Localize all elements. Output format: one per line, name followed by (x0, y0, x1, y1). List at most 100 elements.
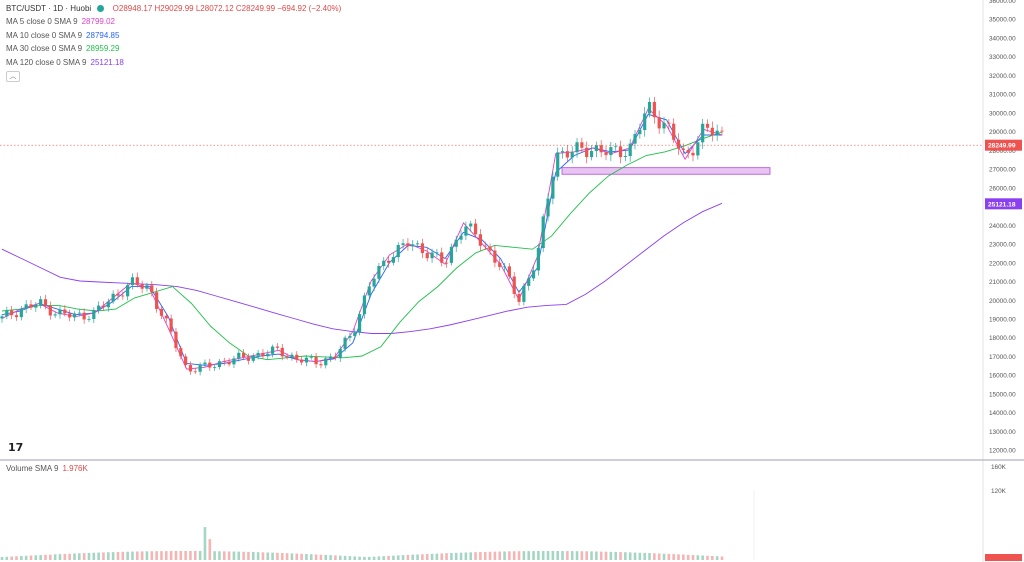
legend-ma120[interactable]: MA 120 close 0 SMA 9 25121.18 (6, 57, 124, 67)
candle-body[interactable] (203, 362, 207, 365)
candle-body[interactable] (556, 152, 560, 177)
candle-body[interactable] (469, 223, 473, 227)
candle-body[interactable] (217, 361, 222, 367)
candle-body[interactable] (169, 318, 173, 332)
candle-body[interactable] (415, 243, 420, 245)
candle-body[interactable] (647, 101, 652, 114)
candle-body[interactable] (246, 357, 251, 361)
candle-body[interactable] (420, 243, 425, 254)
candle-body[interactable] (444, 262, 449, 264)
candle-body[interactable] (686, 150, 690, 153)
candle-body[interactable] (43, 299, 48, 306)
candle-body[interactable] (290, 354, 294, 358)
symbol-title[interactable]: BTC/USDT · 1D · Huobi (6, 4, 92, 13)
candle-body[interactable] (357, 314, 362, 333)
candle-body[interactable] (527, 278, 531, 286)
candle-body[interactable] (222, 361, 226, 363)
series-line-ma120[interactable] (1, 202, 723, 334)
candle-body[interactable] (585, 147, 589, 158)
candle-body[interactable] (48, 305, 52, 316)
candle-body[interactable] (517, 293, 521, 302)
candle-body[interactable] (77, 312, 81, 314)
candle-body[interactable] (662, 122, 666, 129)
candle-body[interactable] (493, 250, 497, 263)
candle-body[interactable] (126, 285, 130, 297)
candle-body[interactable] (58, 309, 62, 315)
candle-body[interactable] (459, 235, 463, 240)
candle-body[interactable] (604, 152, 608, 156)
candle-body[interactable] (319, 364, 323, 366)
candle-body[interactable] (266, 353, 270, 357)
candle-body[interactable] (198, 364, 202, 372)
candle-body[interactable] (449, 246, 453, 263)
legend-ma30[interactable]: MA 30 close 0 SMA 9 28959.29 (6, 44, 120, 54)
candle-body[interactable] (599, 145, 603, 153)
candle-body[interactable] (63, 309, 67, 314)
candle-body[interactable] (111, 293, 115, 302)
candle-body[interactable] (68, 313, 72, 318)
candle-body[interactable] (304, 357, 309, 363)
candle-body[interactable] (174, 331, 178, 349)
candle-body[interactable] (179, 348, 183, 357)
candle-body[interactable] (483, 245, 487, 247)
candle-body[interactable] (14, 315, 19, 318)
candle-body[interactable] (135, 277, 139, 285)
candle-body[interactable] (328, 356, 333, 359)
candle-body[interactable] (159, 308, 164, 316)
candle-body[interactable] (464, 226, 468, 236)
candle-body[interactable] (546, 198, 550, 217)
candle-body[interactable] (5, 310, 9, 317)
candle-body[interactable] (701, 123, 705, 143)
candle-body[interactable] (10, 310, 14, 316)
candle-body[interactable] (353, 332, 357, 336)
candle-body[interactable] (609, 147, 613, 156)
series-line-ma30[interactable] (1, 131, 723, 361)
candle-body[interactable] (435, 252, 439, 254)
candle-body[interactable] (681, 148, 685, 151)
candle-body[interactable] (628, 143, 632, 157)
candle-body[interactable] (87, 319, 91, 320)
candle-body[interactable] (454, 239, 458, 247)
candle-body[interactable] (193, 371, 197, 373)
candle-body[interactable] (367, 286, 371, 296)
candle-body[interactable] (502, 266, 507, 268)
candle-body[interactable] (382, 260, 386, 267)
candle-body[interactable] (72, 313, 77, 318)
candle-body[interactable] (536, 248, 540, 271)
candle-body[interactable] (271, 346, 275, 354)
candle-body[interactable] (237, 352, 241, 359)
candle-body[interactable] (24, 304, 28, 309)
candle-body[interactable] (188, 364, 193, 372)
candle-body[interactable] (19, 308, 23, 318)
candle-body[interactable] (92, 310, 96, 320)
candle-body[interactable] (565, 151, 569, 158)
candle-body[interactable] (498, 262, 502, 267)
candle-body[interactable] (242, 352, 246, 358)
candle-body[interactable] (29, 304, 33, 308)
candle-body[interactable] (696, 142, 700, 156)
candle-body[interactable] (362, 295, 367, 315)
candle-body[interactable] (314, 356, 318, 365)
candle-body[interactable] (652, 101, 656, 118)
candle-body[interactable] (275, 346, 280, 348)
candle-body[interactable] (130, 277, 135, 286)
candle-body[interactable] (295, 354, 299, 360)
candle-body[interactable] (348, 335, 352, 338)
legend-ma5[interactable]: MA 5 close 0 SMA 9 28799.02 (6, 17, 115, 27)
candle-body[interactable] (164, 315, 168, 319)
candle-body[interactable] (430, 252, 434, 259)
candle-body[interactable] (391, 257, 396, 263)
candle-body[interactable] (150, 285, 154, 293)
candle-body[interactable] (251, 355, 255, 361)
candle-body[interactable] (710, 127, 714, 136)
candle-body[interactable] (507, 266, 511, 277)
candle-body[interactable] (406, 243, 410, 247)
candle-body[interactable] (594, 145, 598, 152)
candle-body[interactable] (575, 142, 579, 153)
candle-body[interactable] (386, 260, 391, 263)
tradingview-logo-icon[interactable]: 17 (8, 441, 24, 454)
candle-body[interactable] (343, 337, 347, 349)
candle-body[interactable] (425, 253, 429, 259)
candle-body[interactable] (116, 293, 120, 296)
